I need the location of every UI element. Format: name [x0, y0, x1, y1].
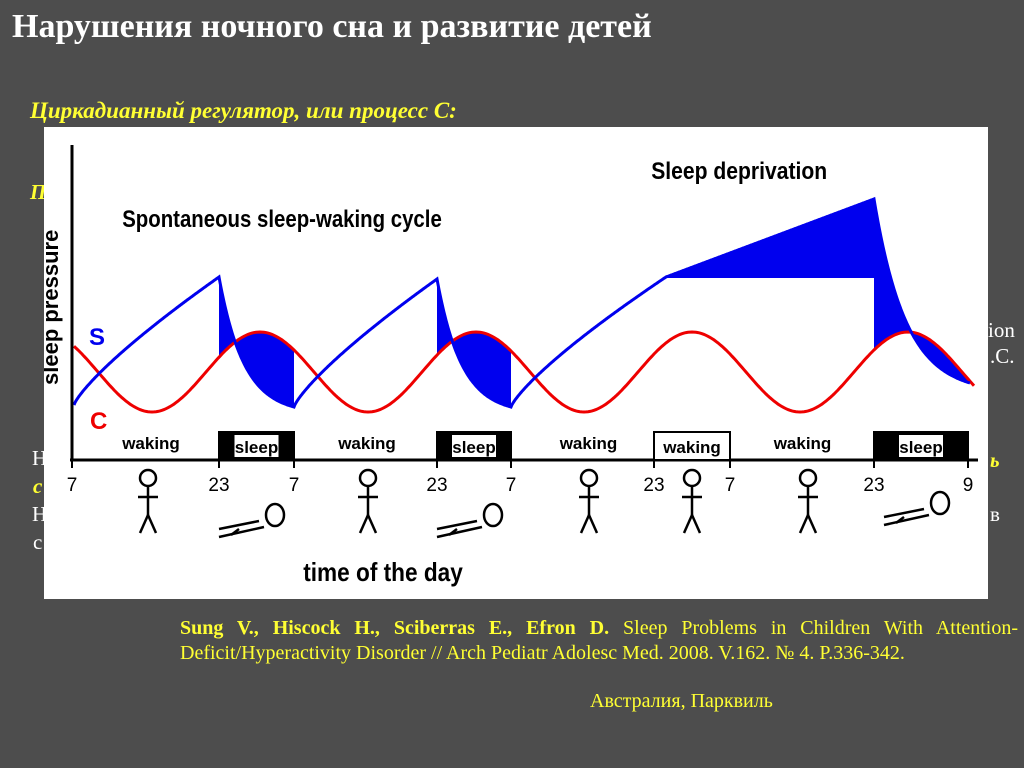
chart-axes [70, 145, 978, 462]
citation-text: Sleep Problems in Children With Attentio… [180, 617, 1019, 664]
state-label: sleep [899, 438, 942, 457]
state-label-bg [899, 435, 943, 457]
x-tick-label: 7 [725, 475, 736, 496]
x-ticks: 7 23 7 23 7 23 7 23 9 [67, 460, 974, 496]
x-axis-label: time of the day [303, 559, 463, 588]
partial-text-7: .С. [990, 344, 1015, 368]
citation-authors: Sung V., Hiscock H., Sciberras E., Efron… [180, 617, 610, 639]
panel-label-deprivation: Sleep deprivation [651, 158, 827, 185]
state-box [653, 431, 731, 461]
partial-text-9: в [990, 502, 1000, 526]
legend-s-label: S [89, 324, 105, 351]
standing-person-icon [798, 468, 818, 534]
state-label: waking [662, 438, 721, 457]
partial-text-6: ion [988, 318, 1015, 342]
standing-person-icon [358, 468, 378, 534]
x-tick-label: 23 [863, 475, 884, 496]
recovery-fill [874, 199, 970, 383]
sleep-fill-2 [437, 279, 511, 407]
y-axis-label: sleep pressure [44, 230, 63, 385]
x-tick-label: 7 [289, 475, 300, 496]
standing-person-icon [579, 468, 599, 534]
sleep-pressure-chart: 7 23 7 23 7 23 7 23 9 waking sleep waking sleep waki… [44, 145, 978, 588]
x-tick-label: 23 [208, 475, 229, 496]
slide-subtitle: Циркадианный регулятор, или процесс С: [30, 98, 457, 123]
partial-text-8: ь [990, 448, 1000, 472]
sleeping-person-icon [436, 502, 504, 539]
state-bar: waking sleep waking sleep waking waking waking… [121, 431, 969, 461]
state-label: sleep [235, 438, 278, 457]
partial-text-3: с [33, 474, 43, 498]
state-label: waking [121, 434, 180, 453]
sleep-pressure-figure: 7 23 7 23 7 23 7 23 9 waking sleep waking sleep waki… [44, 127, 988, 599]
standing-person-icon [138, 468, 158, 534]
partial-text-4: Н [32, 502, 48, 526]
stick-figures [138, 468, 951, 539]
series-s-line [72, 196, 971, 409]
partial-text-5: с [33, 530, 43, 554]
panel-label-spontaneous: Spontaneous sleep-waking cycle [122, 205, 442, 232]
slide-title: Нарушения ночного сна и развитие детей [12, 8, 652, 45]
state-label: sleep [452, 438, 495, 457]
state-label: waking [773, 434, 832, 453]
standing-person-icon [682, 468, 702, 534]
sleeping-person-icon [883, 490, 951, 527]
x-tick-label: 23 [643, 475, 664, 496]
citation: Sung V., Hiscock H., Sciberras E., Efron… [180, 616, 1018, 666]
state-label: waking [337, 434, 396, 453]
sleep-fill-1 [219, 277, 294, 407]
x-tick-label: 9 [963, 475, 974, 496]
chart-lines [72, 196, 976, 414]
state-label: waking [559, 434, 618, 453]
sleeping-person-icon [218, 502, 286, 539]
state-label-bg [452, 435, 496, 457]
partial-text-1: П [30, 180, 47, 204]
legend-c-label: C [90, 408, 107, 435]
x-tick-label: 7 [506, 475, 517, 496]
x-tick-label: 7 [67, 475, 78, 496]
partial-text-2: Н [32, 446, 48, 470]
series-c-line [72, 330, 976, 414]
location-text: Австралия, Парквиль [590, 690, 773, 712]
state-label-bg [234, 435, 279, 457]
x-tick-label: 23 [426, 475, 447, 496]
